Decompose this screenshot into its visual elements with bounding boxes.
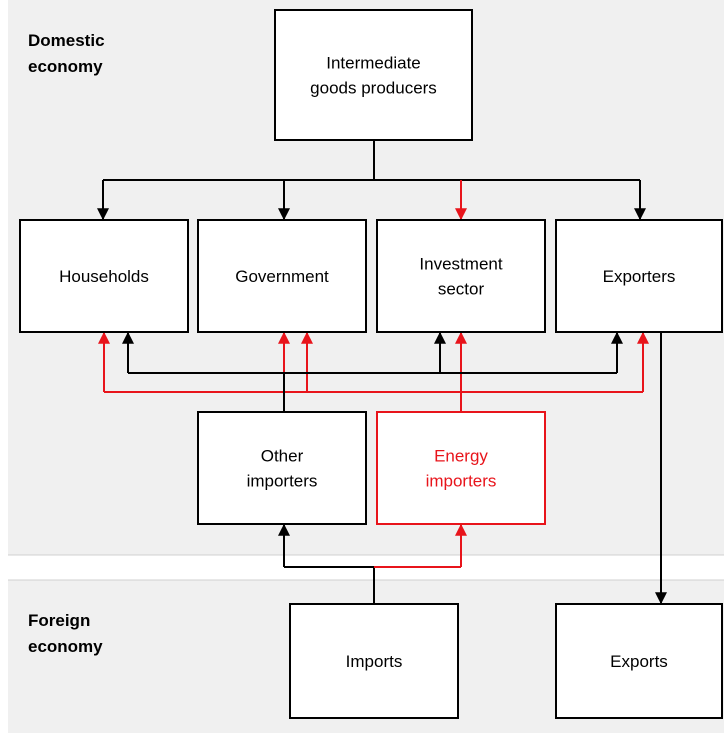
node-box	[555, 219, 723, 333]
node-label: Intermediate	[326, 54, 421, 73]
node-label: Investment	[419, 255, 502, 274]
nodes: Intermediate goods producers Households Gov…	[19, 9, 723, 719]
node-box	[289, 603, 459, 719]
node-label: Households	[59, 267, 149, 286]
node-label: importers	[426, 472, 497, 491]
region-label: economy	[28, 637, 103, 656]
region-label: economy	[28, 57, 103, 76]
node-label: sector	[438, 280, 485, 299]
node-box	[376, 411, 546, 525]
node-label: Government	[235, 267, 329, 286]
node-box	[19, 219, 189, 333]
node-label: Imports	[346, 652, 403, 671]
node-label: goods producers	[310, 79, 437, 98]
node-label: Exporters	[603, 267, 676, 286]
node-box	[197, 219, 367, 333]
node-box	[376, 219, 546, 333]
node-box	[555, 603, 723, 719]
node-label: Energy	[434, 447, 488, 466]
node-box	[197, 411, 367, 525]
node-box	[274, 9, 473, 141]
node-label: Other	[261, 447, 304, 466]
node-label: importers	[247, 472, 318, 491]
region-label: Domestic	[28, 31, 105, 50]
connectors	[97, 140, 667, 605]
node-label: Exports	[610, 652, 668, 671]
region-label: Foreign	[28, 611, 90, 630]
